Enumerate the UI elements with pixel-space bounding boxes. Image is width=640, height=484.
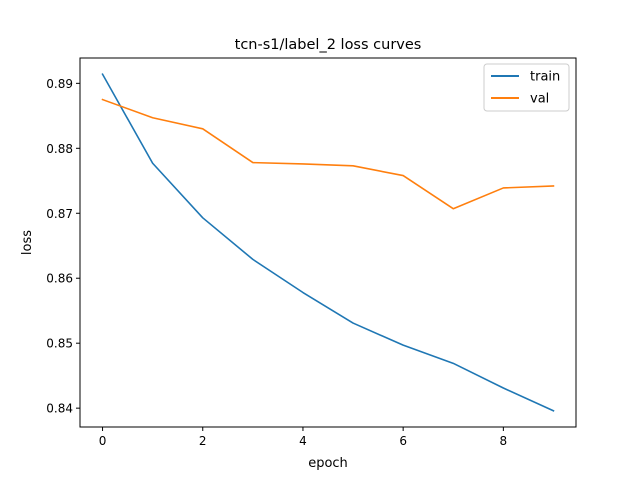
x-tick-label: 2 [199, 434, 207, 448]
chart-title: tcn-s1/label_2 loss curves [235, 37, 422, 53]
x-axis-label: epoch [308, 456, 348, 471]
legend-label-train: train [530, 70, 560, 85]
x-tick-label: 6 [399, 434, 407, 448]
y-tick-label: 0.85 [46, 337, 73, 351]
y-tick-label: 0.89 [46, 77, 73, 91]
y-tick-label: 0.87 [46, 207, 73, 221]
y-axis-label: loss [20, 230, 35, 255]
y-tick-label: 0.86 [46, 272, 73, 286]
y-tick-label: 0.88 [46, 142, 73, 156]
x-tick-label: 8 [500, 434, 508, 448]
x-tick-label: 0 [99, 434, 107, 448]
y-tick-label: 0.84 [46, 402, 73, 416]
legend: train val [484, 64, 569, 111]
legend-label-val: val [530, 92, 549, 107]
x-tick-label: 4 [299, 434, 307, 448]
